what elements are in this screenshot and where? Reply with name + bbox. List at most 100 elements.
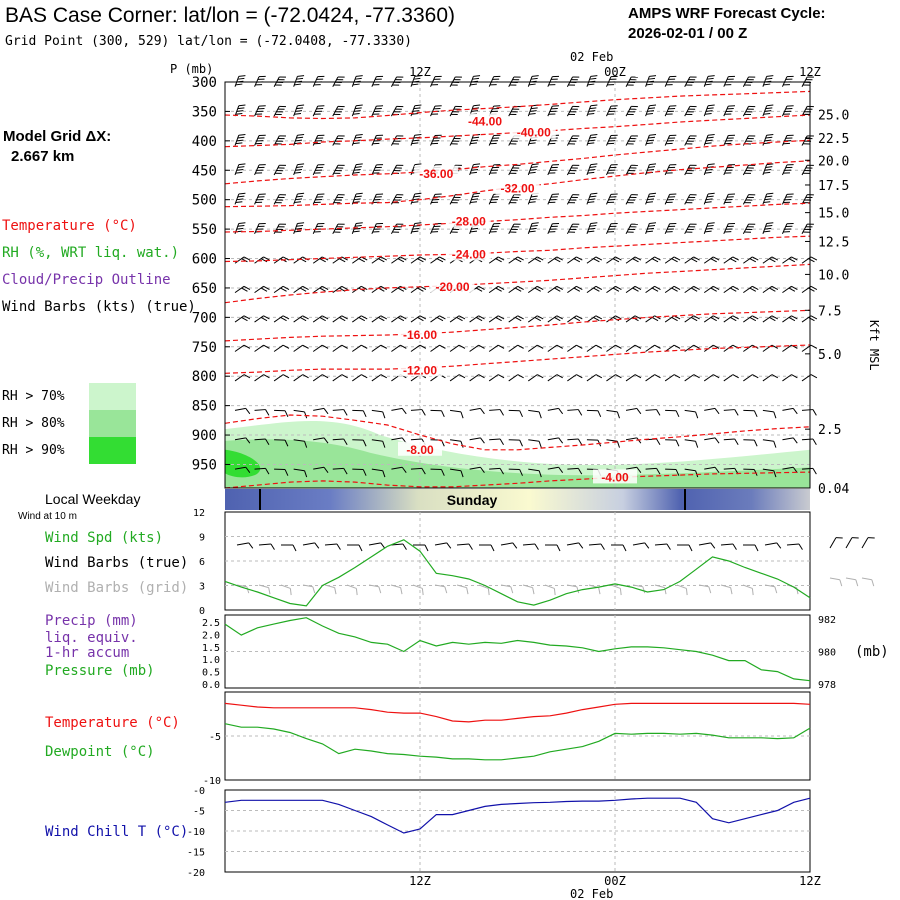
barb-staff	[782, 315, 792, 323]
barb-flag	[748, 194, 756, 196]
barb-flag	[687, 111, 694, 113]
barb-flag	[313, 231, 321, 233]
wind-height-note: Wind at 10 m	[18, 511, 77, 522]
barb-staff	[664, 256, 675, 264]
barb-staff	[391, 285, 401, 294]
barb-flag	[689, 105, 697, 108]
barb-staff	[743, 344, 753, 352]
barb-flag	[304, 470, 308, 478]
isotherm-line	[224, 414, 811, 451]
pressure-tick-label: 950	[192, 457, 217, 473]
barb-flag	[807, 135, 814, 137]
barb-staff	[606, 439, 618, 442]
barb-flag	[475, 287, 483, 292]
barb-staff	[371, 315, 382, 323]
barb-staff	[606, 344, 616, 352]
barb-flag	[610, 164, 618, 166]
pressure-tick-label: 650	[192, 281, 217, 297]
barb-flag	[714, 466, 720, 473]
barb-staff	[547, 315, 558, 323]
barb-flag	[607, 172, 615, 174]
isotherm-label-bg	[430, 278, 475, 293]
barb-flag	[280, 317, 287, 322]
barb-staff	[488, 256, 499, 264]
barb-flag	[315, 140, 322, 142]
barb-flag	[402, 543, 407, 550]
barb-staff	[293, 439, 305, 442]
barb-flag	[725, 110, 733, 113]
barb-flag	[493, 222, 501, 225]
barb-flag	[337, 105, 345, 108]
barb-flag	[675, 439, 680, 447]
barb-flag	[337, 164, 345, 166]
barb-flag	[791, 374, 798, 379]
barb-staff	[391, 407, 403, 411]
barb-flag	[512, 167, 520, 169]
barb-flag	[786, 164, 794, 166]
barb-flag	[646, 142, 653, 145]
barb-flag	[509, 231, 517, 233]
barb-flag	[569, 140, 577, 142]
barb-flag	[392, 84, 400, 86]
barb-flag	[685, 143, 693, 145]
wind-barb-true	[829, 537, 843, 549]
barb-flag	[656, 468, 661, 475]
barb-staff	[567, 467, 579, 470]
barb-flag	[851, 537, 859, 539]
wind-barb-true	[677, 544, 693, 552]
barb-flag	[713, 315, 720, 320]
barb-flag	[354, 195, 362, 198]
wind-barb	[469, 437, 485, 444]
barb-flag	[724, 142, 732, 145]
pressure-tick-label: 978	[818, 680, 836, 691]
barb-flag	[433, 137, 441, 139]
wind-barb	[234, 104, 246, 117]
barb-staff	[547, 285, 558, 294]
barb-staff	[782, 285, 792, 294]
barb-flag	[472, 77, 480, 80]
barb-staff	[469, 466, 481, 470]
barb-flag	[317, 75, 325, 78]
barb-flag	[707, 222, 715, 224]
wind-barb	[586, 256, 603, 264]
wind-barb	[567, 374, 583, 382]
wind-barb	[703, 222, 715, 234]
wind-barb-true	[434, 542, 452, 549]
barb-flag	[802, 143, 810, 145]
barb-flag	[654, 374, 661, 379]
barb-flag	[665, 172, 673, 174]
barb-staff	[254, 467, 266, 470]
barb-staff	[684, 315, 694, 323]
barb-flag	[444, 586, 448, 594]
forecast-cycle-value: 2026-02-01 / 00 Z	[628, 25, 747, 42]
barb-flag	[705, 110, 713, 112]
barb-staff	[786, 543, 799, 546]
wind-barb	[625, 285, 642, 294]
barb-flag	[480, 437, 485, 444]
barb-flag	[714, 408, 720, 415]
barb-staff	[234, 315, 245, 323]
isotherm-label-bg	[398, 441, 442, 456]
barb-flag	[706, 77, 714, 80]
barb-flag	[705, 227, 713, 230]
barb-flag	[297, 133, 305, 136]
barb-flag	[807, 164, 814, 166]
barb-flag	[763, 230, 771, 233]
wind-barb	[469, 374, 485, 382]
wind-barb	[723, 134, 735, 146]
wind-tick-label: 9	[199, 533, 205, 544]
barb-flag	[835, 537, 843, 539]
barb-flag	[277, 226, 285, 228]
barb-flag	[765, 77, 773, 80]
barb-flag	[812, 468, 817, 475]
barb-flag	[352, 230, 360, 233]
barb-flag	[456, 317, 463, 322]
barb-flag	[783, 231, 790, 233]
wind-barb	[488, 164, 501, 176]
wind-barb	[469, 192, 481, 205]
barb-flag	[372, 84, 380, 86]
barb-flag	[354, 136, 362, 139]
barb-flag	[353, 227, 361, 230]
barb-flag	[411, 201, 419, 204]
barb-staff	[762, 374, 773, 382]
